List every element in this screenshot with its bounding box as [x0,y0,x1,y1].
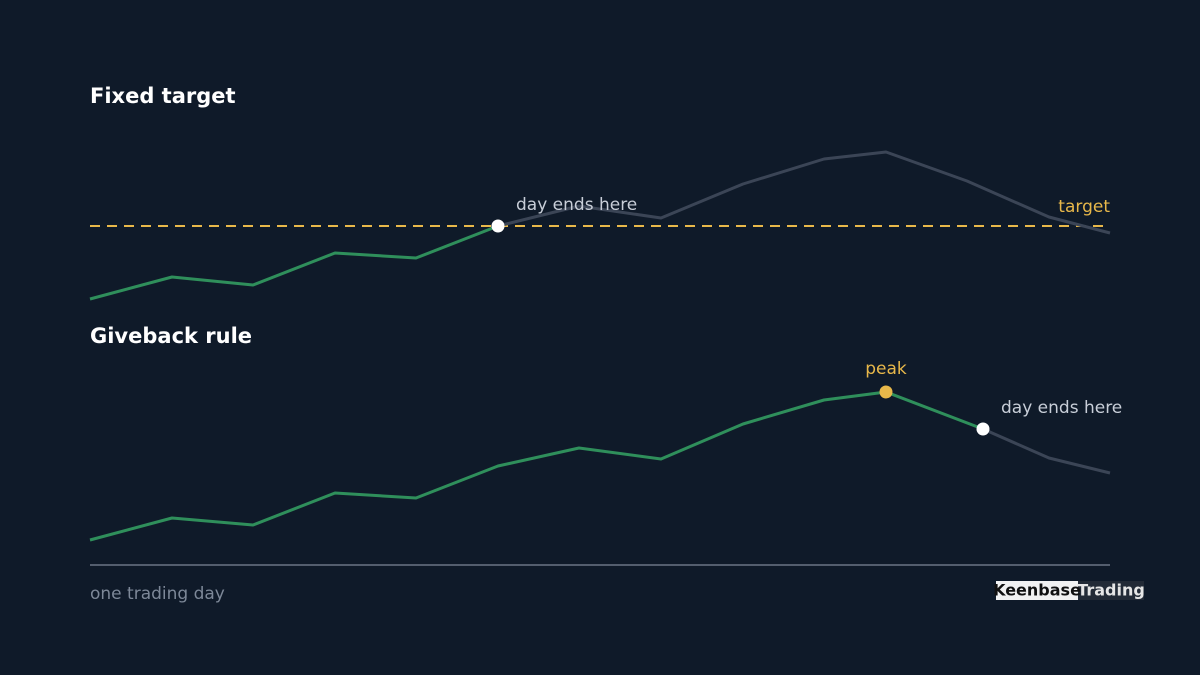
line-active [89,224,499,301]
brand-box [996,581,1078,600]
line-active [89,390,984,542]
annotation: peak [865,359,907,379]
line-rest [497,150,1111,235]
annotation: day ends here [1001,398,1122,418]
brand-text: Trading [1077,581,1145,600]
brand-box [1078,581,1144,600]
line-rest [982,427,1111,475]
chart-title: Giveback rule [90,324,252,348]
marker-dot [976,422,990,436]
chart-title: Fixed target [90,84,236,108]
marker-dot [491,219,505,233]
annotation: day ends here [516,195,637,215]
brand-text: Keenbase [993,581,1081,600]
brand: Keenbase Trading [993,581,1145,600]
marker-dot [879,385,893,399]
x-axis-label: one trading day [90,584,225,604]
target-label: target [1058,197,1110,217]
